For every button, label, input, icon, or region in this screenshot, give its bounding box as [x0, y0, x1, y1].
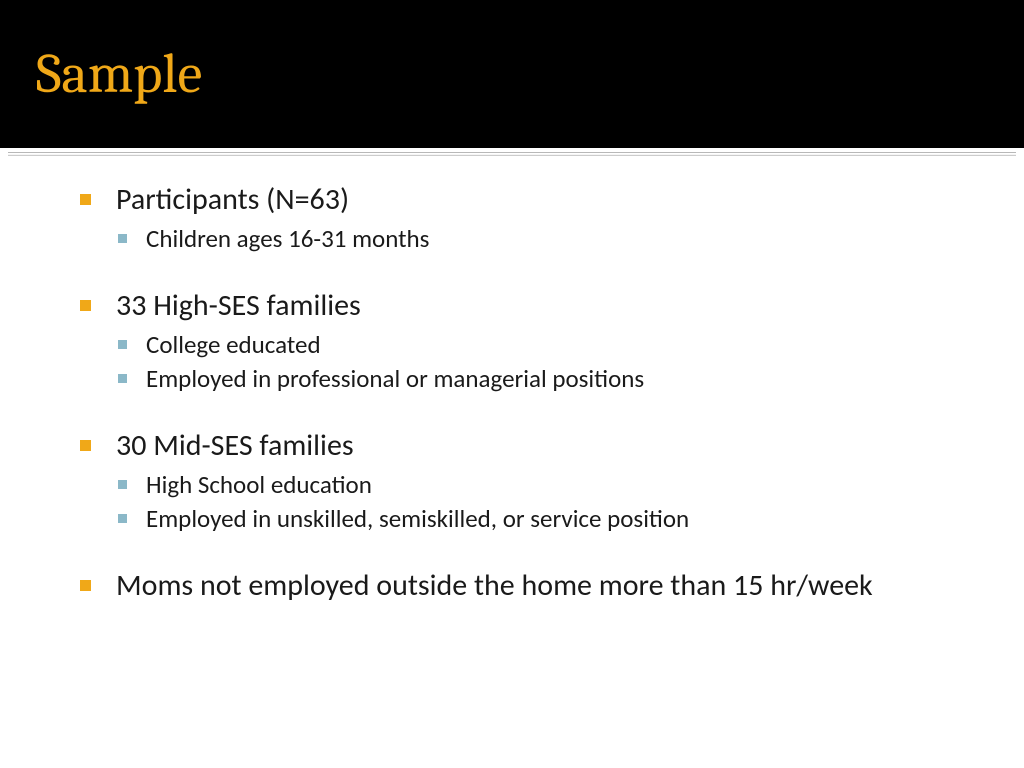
- sub-list-item: Employed in professional or managerial p…: [116, 363, 944, 396]
- slide: Sample Participants (N=63) Children ages…: [0, 0, 1024, 768]
- sub-list-item: Employed in unskilled, semiskilled, or s…: [116, 503, 944, 536]
- list-item: 33 High-SES families College educated Em…: [80, 286, 944, 396]
- sub-bullet-list: Children ages 16-31 months: [116, 223, 944, 256]
- bullet-text: Participants (N=63): [116, 181, 349, 218]
- sub-bullet-text: Employed in unskilled, semiskilled, or s…: [146, 503, 689, 534]
- sub-list-item: College educated: [116, 329, 944, 362]
- sub-bullet-list: College educated Employed in professiona…: [116, 329, 944, 396]
- title-bar: Sample: [0, 0, 1024, 148]
- sub-bullet-text: Children ages 16-31 months: [146, 223, 429, 254]
- sub-bullet-text: College educated: [146, 329, 321, 360]
- bullet-list: Participants (N=63) Children ages 16-31 …: [80, 180, 944, 605]
- sub-bullet-text: Employed in professional or managerial p…: [146, 363, 644, 394]
- list-item: Participants (N=63) Children ages 16-31 …: [80, 180, 944, 256]
- sub-list-item: High School education: [116, 469, 944, 502]
- bullet-text: 30 Mid-SES families: [116, 427, 354, 464]
- slide-title: Sample: [36, 42, 202, 106]
- divider-container: [0, 148, 1024, 156]
- list-item: 30 Mid-SES families High School educatio…: [80, 426, 944, 536]
- sub-list-item: Children ages 16-31 months: [116, 223, 944, 256]
- sub-bullet-text: High School education: [146, 469, 372, 500]
- list-item: Moms not employed outside the home more …: [80, 566, 944, 605]
- sub-bullet-list: High School education Employed in unskil…: [116, 469, 944, 536]
- slide-content: Participants (N=63) Children ages 16-31 …: [0, 156, 1024, 768]
- bullet-text: Moms not employed outside the home more …: [116, 567, 873, 604]
- bullet-text: 33 High-SES families: [116, 287, 361, 324]
